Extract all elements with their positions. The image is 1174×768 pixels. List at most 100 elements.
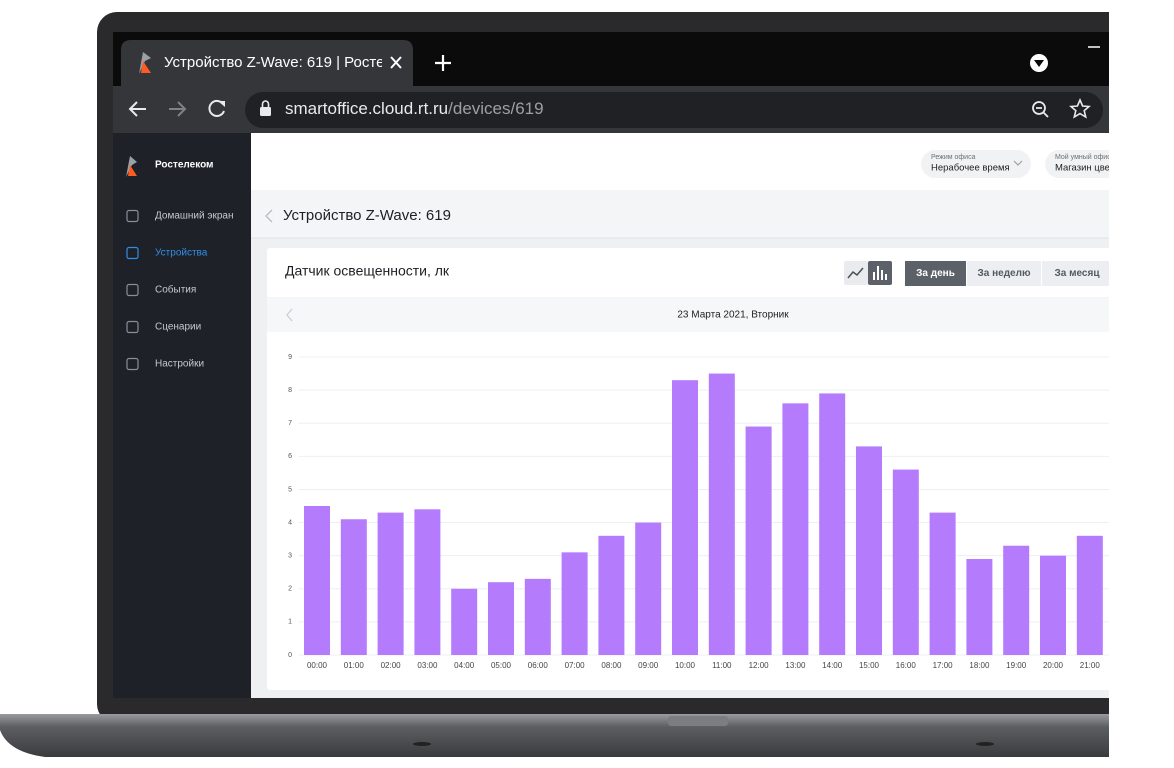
office-mode-select[interactable] bbox=[921, 150, 1031, 178]
x-tick-label: 01:00 bbox=[344, 661, 365, 670]
bar bbox=[819, 393, 846, 655]
y-tick-label: 6 bbox=[288, 453, 292, 460]
y-tick-label: 4 bbox=[288, 519, 292, 526]
nav-label: Сценарии bbox=[155, 322, 201, 333]
x-tick-label: 19:00 bbox=[1006, 661, 1027, 670]
y-tick-label: 7 bbox=[288, 420, 292, 427]
bar bbox=[598, 535, 625, 655]
prev-date[interactable] bbox=[286, 308, 293, 322]
period-tab-bg bbox=[905, 261, 966, 286]
period-tab-label: За месяц bbox=[1055, 268, 1101, 279]
bar bbox=[782, 403, 809, 655]
period-tabs: За день За неделю За месяц bbox=[905, 261, 1112, 286]
tab-close[interactable] bbox=[390, 56, 402, 69]
x-tick-label: 06:00 bbox=[528, 661, 549, 670]
lock-icon bbox=[261, 100, 270, 107]
nav-label: Устройства bbox=[155, 248, 208, 259]
x-tick-label: 05:00 bbox=[491, 661, 512, 670]
bar bbox=[340, 519, 367, 655]
x-tick-label: 08:00 bbox=[601, 661, 622, 670]
x-tick-label: 00:00 bbox=[307, 661, 328, 670]
bar bbox=[377, 512, 404, 655]
lock-icon bbox=[260, 107, 271, 116]
profile-menu-icon bbox=[1034, 60, 1044, 67]
bar-view-icon bbox=[873, 266, 887, 280]
select-label: Мой умный офис bbox=[1055, 153, 1111, 161]
nav-item[interactable]: Устройства bbox=[126, 246, 208, 260]
bar-view-toggle[interactable] bbox=[868, 261, 892, 285]
bar bbox=[929, 512, 956, 655]
x-tick-label: 07:00 bbox=[565, 661, 586, 670]
x-tick-label: 21:00 bbox=[1080, 661, 1101, 670]
zoom-icon[interactable] bbox=[1032, 101, 1046, 115]
screen: Устройство Z-Wave: 619 | Ростел smartoff… bbox=[113, 32, 1155, 698]
chart-date: 23 Марта 2021, Вторник bbox=[677, 310, 789, 321]
bar bbox=[451, 588, 478, 655]
bar bbox=[892, 469, 919, 655]
nav-label: Домашний экран bbox=[155, 211, 234, 222]
period-tab[interactable]: За день bbox=[905, 261, 966, 286]
favicon bbox=[141, 61, 151, 73]
select-label: Режим офиса bbox=[931, 154, 976, 161]
x-tick-label: 13:00 bbox=[785, 661, 806, 670]
y-tick-label: 5 bbox=[288, 486, 292, 493]
x-tick-label: 14:00 bbox=[822, 661, 843, 670]
x-tick-label: 16:00 bbox=[896, 661, 917, 670]
sidebar bbox=[113, 133, 251, 698]
url: smartoffice.cloud.rt.ru/devices/619 bbox=[285, 99, 544, 118]
bar bbox=[561, 552, 588, 655]
nav-icon bbox=[126, 357, 139, 371]
active-tab[interactable] bbox=[121, 40, 413, 86]
line-view-icon bbox=[847, 267, 864, 279]
bar bbox=[414, 509, 441, 655]
bookmark-star[interactable] bbox=[1069, 97, 1091, 119]
x-tick-label: 17:00 bbox=[933, 661, 954, 670]
nav-item[interactable]: Настройки bbox=[126, 357, 204, 371]
period-tab[interactable]: За месяц bbox=[1042, 261, 1112, 286]
nav-icon bbox=[126, 283, 139, 297]
x-tick-label: 12:00 bbox=[749, 661, 770, 670]
y-tick-label: 1 bbox=[288, 619, 292, 626]
period-tab-label: За день bbox=[916, 268, 955, 279]
period-tab[interactable]: За неделю bbox=[967, 261, 1041, 286]
y-tick-label: 3 bbox=[288, 553, 292, 560]
sidebar-nav: Домашний экран Устройства События Сценарии Н… bbox=[126, 209, 234, 371]
bar bbox=[672, 380, 698, 655]
period-tab-label: За неделю bbox=[977, 268, 1030, 279]
select-chevron bbox=[1013, 160, 1023, 166]
bar bbox=[708, 373, 735, 655]
bar bbox=[966, 558, 993, 655]
url-path: /devices/619 bbox=[448, 99, 543, 118]
foot bbox=[413, 742, 431, 746]
nav-icon bbox=[126, 246, 139, 260]
nav-item[interactable]: События bbox=[126, 283, 196, 297]
my-office-select[interactable] bbox=[1045, 150, 1155, 178]
x-tick-label: 20:00 bbox=[1043, 661, 1064, 670]
url-host: smartoffice.cloud.rt.ru bbox=[285, 99, 448, 118]
line-view-toggle[interactable] bbox=[844, 261, 868, 285]
bar bbox=[856, 446, 882, 655]
nav-label: События bbox=[155, 284, 196, 296]
x-tick-label: 09:00 bbox=[638, 661, 659, 670]
nav-item[interactable]: Домашний экран bbox=[126, 209, 234, 223]
back-chevron[interactable] bbox=[265, 209, 273, 223]
bar bbox=[1040, 555, 1066, 655]
bar bbox=[635, 522, 662, 655]
bar bbox=[304, 506, 330, 655]
device: Устройство Z-Wave: 619 | Ростел smartoff… bbox=[0, 12, 1155, 757]
address-bar[interactable] bbox=[245, 92, 1103, 128]
nav-label: Настройки bbox=[155, 359, 204, 370]
nav-item[interactable]: Сценарии bbox=[126, 320, 201, 334]
back-button[interactable] bbox=[128, 101, 146, 117]
hinge-notch bbox=[668, 716, 728, 726]
x-tick-label: 04:00 bbox=[454, 661, 475, 670]
brand-logo bbox=[128, 165, 137, 176]
period-tab-bg bbox=[1042, 261, 1109, 286]
y-tick-label: 2 bbox=[288, 586, 292, 593]
period-tab-bg bbox=[967, 261, 1041, 286]
x-tick-label: 18:00 bbox=[969, 661, 990, 670]
new-tab[interactable] bbox=[435, 55, 451, 71]
date-bar bbox=[267, 299, 1109, 332]
forward-button[interactable] bbox=[169, 101, 187, 117]
